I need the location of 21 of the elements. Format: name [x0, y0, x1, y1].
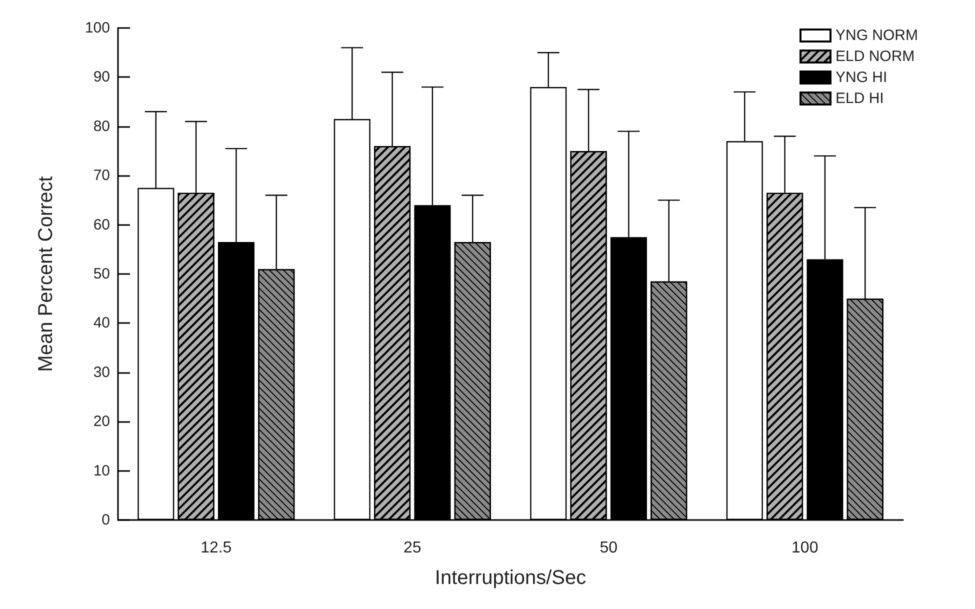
- y-tick-label: 0: [102, 512, 110, 528]
- y-tick-label: 10: [93, 462, 110, 480]
- x-tick-label: 25: [403, 540, 422, 556]
- y-tick-label: 70: [93, 167, 110, 184]
- x-tick-label: 100: [792, 540, 818, 556]
- x-axis-title: Interruptions/Sec: [434, 567, 586, 589]
- legend-label: YNG HI: [836, 69, 888, 86]
- x-tick-label: 50: [600, 540, 618, 556]
- y-axis-title: Mean Percent Correct: [35, 176, 57, 372]
- legend-label: ELD NORM: [836, 48, 915, 65]
- y-tick-label: 40: [93, 314, 110, 332]
- y-tick-label: 100: [84, 20, 110, 36]
- y-tick-label: 30: [93, 364, 110, 381]
- y-tick-label: 90: [93, 68, 110, 86]
- y-tick-label: 60: [93, 216, 110, 234]
- legend-label: YNG NORM: [836, 27, 918, 44]
- y-tick-label: 20: [93, 413, 110, 430]
- y-tick-label: 80: [93, 118, 110, 135]
- legend-label: ELD HI: [836, 90, 884, 107]
- x-tick-label: 12.5: [200, 540, 232, 556]
- y-tick-label: 50: [93, 266, 110, 282]
